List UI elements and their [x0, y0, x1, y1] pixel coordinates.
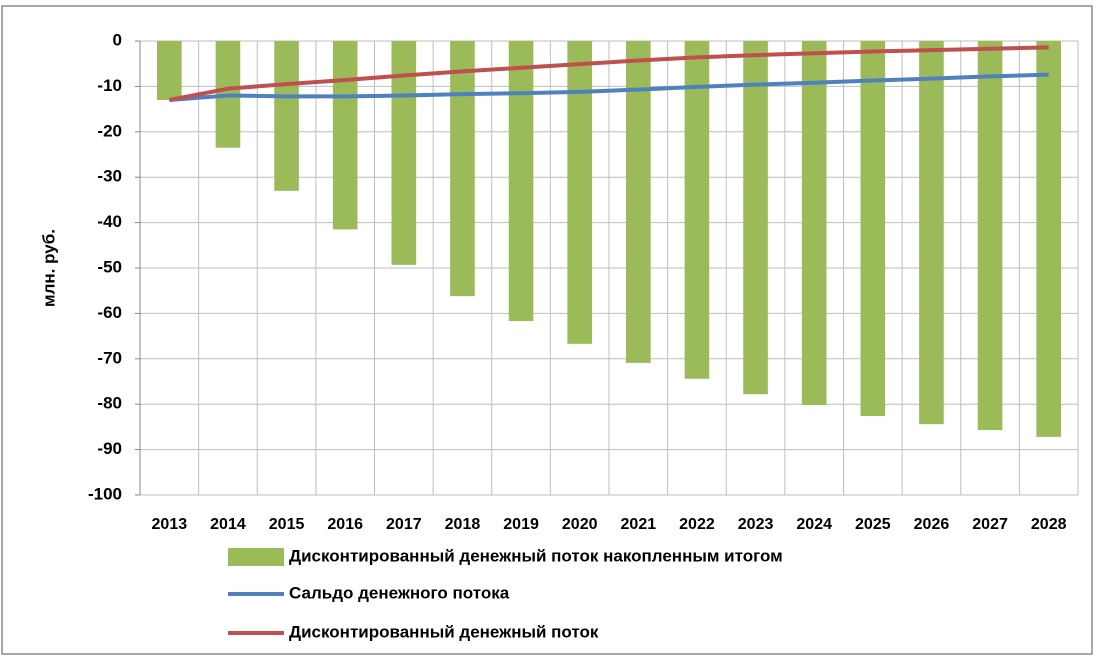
bar [1036, 41, 1061, 437]
x-tick-label: 2019 [503, 516, 539, 533]
bar [860, 41, 886, 417]
x-tick-label: 2020 [562, 516, 598, 533]
bar [801, 41, 827, 406]
y-tick-label: -90 [97, 439, 122, 458]
bar [626, 41, 651, 363]
line [169, 72, 1049, 103]
x-tick-label: 2017 [386, 516, 422, 533]
x-tick-label: 2027 [972, 516, 1008, 533]
x-tick-label: 2016 [327, 516, 363, 533]
y-tick-label: -100 [88, 484, 122, 503]
bar [391, 41, 417, 265]
y-tick-label: -50 [97, 257, 122, 276]
x-tick-label: 2022 [679, 516, 715, 533]
x-tick-label: 2015 [269, 516, 305, 533]
bar [919, 41, 944, 425]
bar [157, 41, 182, 101]
bar [508, 41, 534, 322]
x-tick-label: 2018 [445, 516, 481, 533]
line [168, 45, 1049, 102]
x-tick-label: 2021 [621, 516, 657, 533]
x-tick-label: 2026 [914, 516, 950, 533]
bar [684, 41, 710, 379]
bar [450, 41, 475, 297]
y-tick-label: -30 [97, 167, 122, 186]
y-tick-label: -80 [97, 394, 122, 413]
y-tick-label: 0 [113, 30, 122, 49]
y-tick-label: -20 [97, 121, 122, 140]
legend-label: Сальдо денежного потока [289, 583, 510, 602]
legend-label: Дисконтированный денежный поток накоплен… [289, 546, 783, 565]
chart-frame [1, 5, 1093, 655]
bar [743, 41, 768, 395]
y-tick-label: -40 [97, 212, 122, 231]
bar [332, 41, 358, 230]
bar [567, 41, 592, 344]
y-tick-label: -70 [97, 348, 122, 367]
x-tick-label: 2023 [738, 516, 774, 533]
x-tick-label: 2013 [152, 516, 188, 533]
legend-label: Дисконтированный денежный поток [289, 622, 599, 641]
bar [977, 41, 1003, 431]
legend-swatch [228, 548, 284, 566]
y-tick-label: -60 [97, 303, 122, 322]
y-axis-label: млн. руб. [39, 229, 58, 307]
y-tick-label: -10 [97, 76, 122, 95]
x-tick-label: 2014 [210, 516, 246, 533]
x-tick-label: 2024 [796, 516, 832, 533]
x-tick-label: 2028 [1031, 516, 1067, 533]
bar [274, 41, 299, 191]
x-tick-label: 2025 [855, 516, 891, 533]
